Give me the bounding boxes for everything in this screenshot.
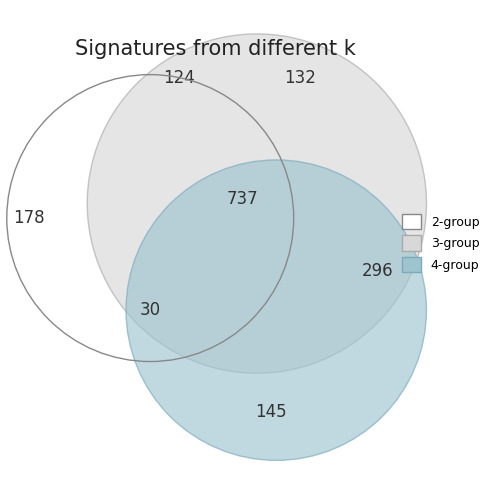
Text: 737: 737 (226, 190, 258, 208)
Legend: 2-group, 3-group, 4-group: 2-group, 3-group, 4-group (397, 209, 484, 277)
Text: Signatures from different k: Signatures from different k (75, 39, 355, 59)
Circle shape (126, 160, 426, 460)
Text: 296: 296 (362, 263, 394, 280)
Text: 124: 124 (163, 69, 195, 87)
Text: 145: 145 (256, 403, 287, 421)
Circle shape (87, 34, 426, 373)
Text: 178: 178 (13, 209, 45, 227)
Text: 30: 30 (140, 301, 161, 319)
Text: 132: 132 (285, 69, 317, 87)
